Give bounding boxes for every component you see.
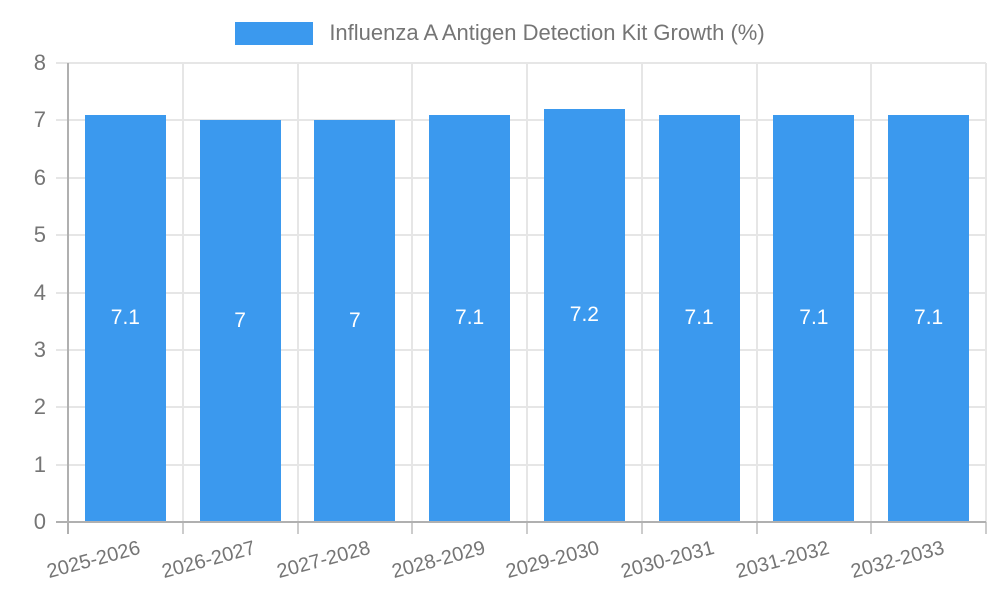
bar-value-label: 7.1: [914, 306, 944, 330]
legend-label: Influenza A Antigen Detection Kit Growth…: [329, 20, 765, 45]
x-gridline: [526, 63, 528, 522]
y-axis-label: 6: [33, 164, 46, 190]
chart-legend[interactable]: Influenza A Antigen Detection Kit Growth…: [0, 20, 1000, 46]
y-tick: [56, 62, 68, 64]
bar-value-label: 7.1: [799, 306, 829, 330]
y-axis-label: 3: [33, 336, 46, 362]
bar-value-label: 7.2: [569, 303, 599, 327]
legend-swatch: [235, 21, 314, 45]
y-axis-label: 5: [33, 222, 46, 248]
x-tick: [755, 522, 758, 534]
y-axis-label: 1: [33, 451, 46, 477]
y-tick: [56, 234, 68, 237]
x-tick: [640, 522, 643, 534]
bar[interactable]: [773, 114, 855, 522]
bar[interactable]: [84, 114, 166, 522]
y-tick: [56, 291, 68, 294]
bar[interactable]: [658, 114, 740, 522]
x-gridline: [411, 63, 414, 522]
x-tick: [411, 522, 414, 534]
y-tick: [56, 463, 68, 466]
x-tick: [181, 522, 184, 534]
y-tick: [56, 119, 68, 122]
y-axis-label: 2: [33, 394, 46, 420]
x-tick: [296, 522, 299, 534]
bar-value-label: 7: [349, 309, 361, 333]
x-gridline: [755, 63, 758, 522]
x-tick: [526, 522, 528, 534]
y-axis-label: 8: [33, 50, 46, 75]
y-tick: [56, 348, 68, 351]
bar-value-label: 7.1: [455, 306, 485, 330]
x-gridline: [870, 63, 873, 522]
x-axis-line: [56, 521, 986, 523]
bar-value-label: 7.1: [110, 306, 140, 330]
y-axis-label: 7: [33, 107, 46, 133]
y-tick: [56, 406, 68, 409]
bar-value-label: 7: [234, 309, 246, 333]
y-axis-label: 4: [33, 279, 46, 305]
y-tick: [56, 176, 68, 179]
bar-value-label: 7.1: [684, 306, 714, 330]
bar[interactable]: [888, 114, 970, 522]
y-axis-label: 0: [33, 509, 46, 534]
x-gridline: [181, 63, 184, 522]
y-axis-line: [67, 63, 69, 534]
bar[interactable]: [543, 108, 625, 522]
x-tick: [870, 522, 873, 534]
x-gridline: [640, 63, 643, 522]
x-gridline: [985, 63, 987, 522]
bar[interactable]: [314, 120, 396, 522]
bar[interactable]: [429, 114, 511, 522]
x-gridline: [296, 63, 299, 522]
x-tick: [985, 522, 987, 534]
bar[interactable]: [199, 120, 281, 522]
